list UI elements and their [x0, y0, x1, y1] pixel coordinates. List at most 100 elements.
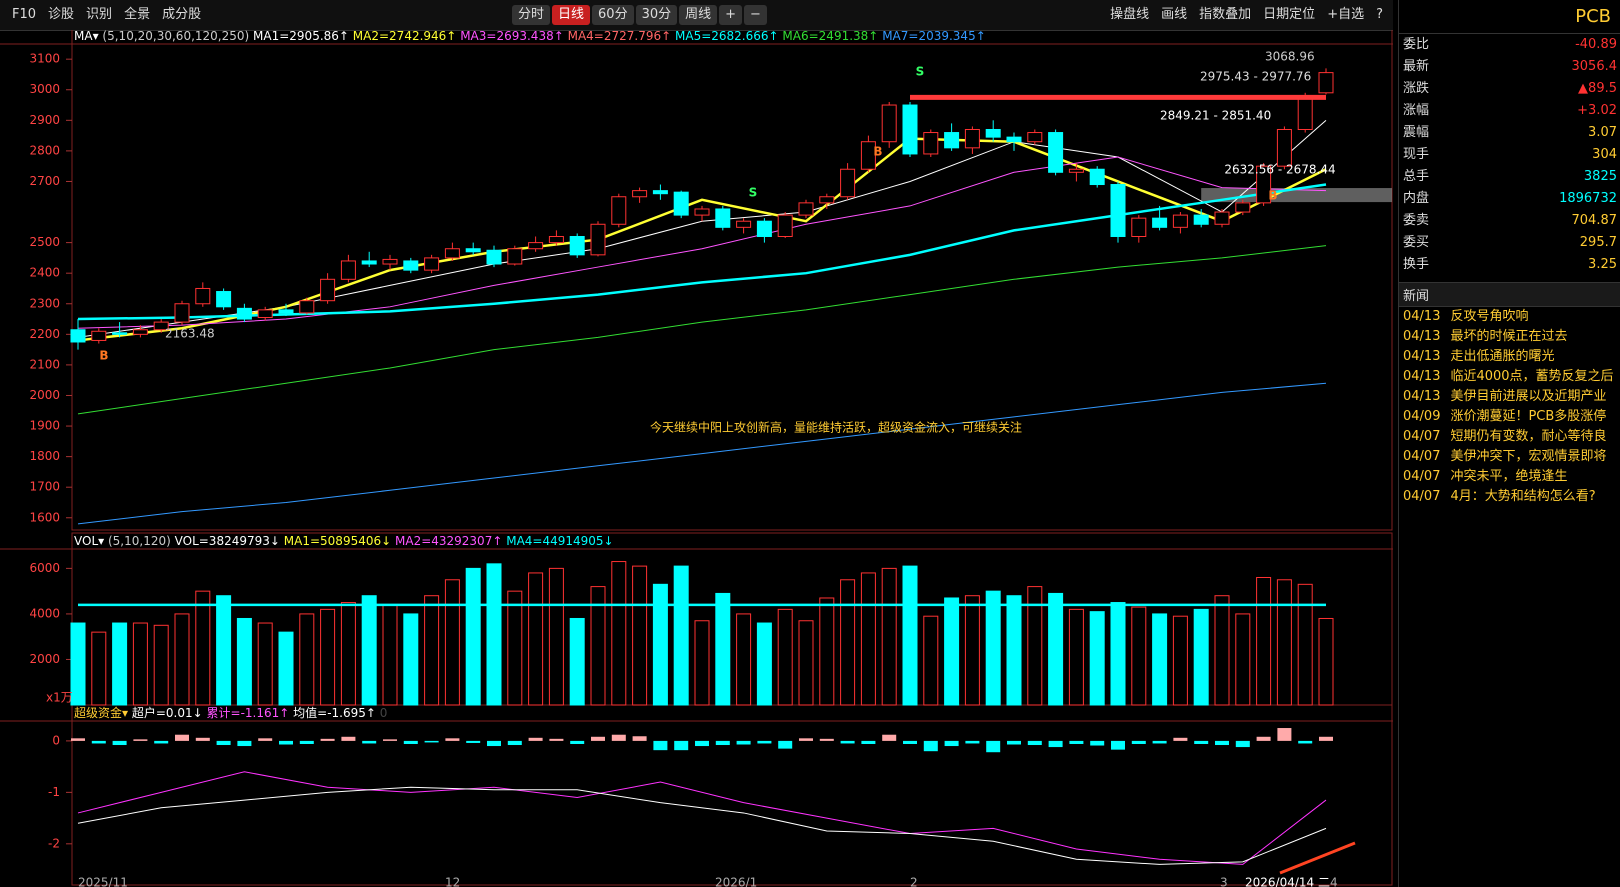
tool-button[interactable]: 诊股: [48, 7, 75, 22]
tool-button[interactable]: 全景: [124, 7, 151, 22]
volume-bar: [1318, 617, 1334, 706]
volume-bar: [715, 592, 731, 706]
flow-bar: [923, 740, 938, 752]
candle-body: [299, 300, 315, 314]
volume-bar: [361, 595, 377, 706]
candle-body: [736, 220, 752, 228]
price-annotation: 2163.48: [165, 327, 215, 341]
quote-value: 704.87: [1571, 213, 1618, 228]
tool-button[interactable]: 画线: [1161, 7, 1188, 22]
candle-body: [91, 330, 107, 341]
volume-bar: [70, 622, 86, 706]
volume-bar: [1214, 595, 1230, 706]
news-item[interactable]: 04/13 反攻号角吹响: [1399, 307, 1620, 327]
news-item[interactable]: 04/07 4月：大势和结构怎么看?: [1399, 487, 1620, 507]
flow-bar: [1298, 740, 1313, 744]
news-item[interactable]: 04/07 冲突未平，绝境逢生: [1399, 467, 1620, 487]
quote-row: 震幅 3.07: [1399, 122, 1620, 144]
quote-value: 3825: [1583, 169, 1617, 184]
tool-button[interactable]: 成分股: [162, 7, 202, 22]
volume-bar: [382, 604, 398, 706]
zone-band: [1201, 188, 1392, 203]
y-tick-label: 2700: [29, 174, 60, 188]
candle-body: [70, 329, 86, 343]
period-tab[interactable]: 60分: [592, 5, 634, 25]
flow-bar: [944, 740, 959, 747]
right-tools: 操盘线 画线 指数叠加 日期定位 +自选?: [1104, 0, 1389, 30]
volume-bar: [132, 622, 148, 706]
news-item[interactable]: 04/13 走出低通胀的曙光: [1399, 347, 1620, 367]
candle-body: [944, 132, 960, 149]
legend-item: MA1=50895406↓: [284, 534, 391, 548]
quote-label: 总手: [1403, 169, 1430, 184]
news-date: 04/13: [1403, 329, 1441, 344]
flow-bar: [445, 738, 460, 741]
tool-button[interactable]: F10: [12, 7, 37, 22]
candle-body: [881, 104, 897, 143]
candle-body: [1089, 168, 1105, 186]
signal-marker: S: [749, 186, 758, 200]
zoom-button[interactable]: −: [744, 5, 767, 25]
quote-label: 内盘: [1403, 191, 1430, 206]
candle-body: [236, 307, 252, 320]
flow-bar: [986, 740, 1001, 753]
quote-row: 现手 304: [1399, 144, 1620, 166]
quote-table: 委比 -40.89 最新 3056.4 涨跌 ▲89.5 涨幅 +3.02 震幅 3.07 现手 30…: [1399, 34, 1620, 276]
candle-body: [174, 303, 190, 323]
period-tab[interactable]: 分时: [512, 5, 551, 25]
left-tools: F10 诊股 识别 全景 成分股: [0, 0, 213, 30]
tool-button[interactable]: 操盘线: [1110, 7, 1150, 22]
quote-label: 最新: [1403, 59, 1430, 74]
tool-button[interactable]: 指数叠加: [1199, 7, 1252, 22]
flow-bar: [549, 738, 564, 741]
flow-bar: [840, 740, 855, 744]
flow-bar: [507, 740, 522, 746]
flow-bar: [799, 738, 813, 741]
y-tick-label: 3000: [29, 82, 60, 96]
tool-button[interactable]: 识别: [86, 7, 113, 22]
candle-body: [756, 220, 772, 237]
candle-body: [112, 332, 128, 335]
tool-button[interactable]: +自选: [1327, 7, 1365, 22]
comment: 今天继续中阳上攻创新高，量能维持活跃，超级资金流入，可继续关注: [650, 420, 1022, 435]
y-tick-label: -2: [48, 836, 60, 850]
news-item[interactable]: 04/09 涨价潮蔓延！PCB多股涨停: [1399, 407, 1620, 427]
volume-bar: [1193, 608, 1209, 706]
period-tab[interactable]: 日线: [552, 5, 591, 25]
flow-bar: [1111, 740, 1125, 750]
flow-bar: [1069, 740, 1084, 744]
legend-item: 超级资金▾: [74, 705, 128, 720]
ma-line: [77, 156, 1327, 329]
y-tick-label: 2300: [29, 296, 60, 310]
volume-bar: [424, 595, 440, 706]
candle-body: [590, 223, 606, 256]
volume-bar: [798, 620, 814, 706]
period-tab[interactable]: 周线: [679, 5, 718, 25]
news-item[interactable]: 04/13 临近4000点，蓄势反复之后: [1399, 367, 1620, 387]
period-tab[interactable]: 30分: [635, 5, 678, 25]
news-item[interactable]: 04/07 美伊冲突下，宏观情景即将: [1399, 447, 1620, 467]
trend-arrow: [1279, 841, 1356, 875]
candle-body: [361, 260, 377, 265]
tool-button[interactable]: ?: [1376, 7, 1383, 22]
news-item[interactable]: 04/13 美伊目前进展以及近期产业: [1399, 387, 1620, 407]
news-item[interactable]: 04/07 短期仍有变数，耐心等待良: [1399, 427, 1620, 447]
candle-body: [798, 202, 814, 216]
volume-bar: [507, 590, 523, 706]
flow-bar: [237, 740, 252, 747]
news-headline: 冲突未平，绝境逢生: [1450, 469, 1568, 484]
zoom-button[interactable]: +: [719, 5, 743, 25]
tool-button[interactable]: 日期定位: [1263, 7, 1316, 22]
flow-bar: [1007, 740, 1021, 745]
news-headline: 临近4000点，蓄势反复之后: [1450, 369, 1614, 384]
legend-item: MA2=2742.946↑: [353, 30, 457, 43]
legend-item: MA6=2491.38↑: [782, 30, 878, 43]
news-headline: 反攻号角吹响: [1450, 309, 1529, 324]
quote-value: 3.07: [1588, 125, 1617, 140]
candle-body: [486, 249, 502, 265]
news-item[interactable]: 04/13 最坏的时候正在过去: [1399, 327, 1620, 347]
volume-bar: [1172, 615, 1188, 706]
chart: MA▾ (5,10,20,30,60,120,250) MA1=2905.86↑…: [0, 30, 1393, 887]
candle-body: [777, 214, 793, 237]
flow-line: [77, 786, 1327, 865]
